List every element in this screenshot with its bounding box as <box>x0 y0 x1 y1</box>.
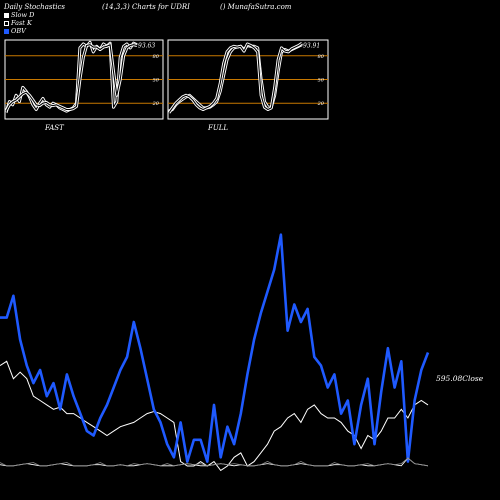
close-line <box>0 360 429 472</box>
legend-label-obv: OBV <box>11 27 26 35</box>
fast-y-tick-label: 20 <box>152 101 160 107</box>
legend-item-fast-k: Fast K <box>4 19 34 27</box>
chart-header-center: (14,3,3) Charts for UDRI <box>102 3 190 11</box>
legend-item-slow-d: Slow D <box>4 11 34 19</box>
fast-y-tick-label: 50 <box>153 78 160 84</box>
full-series-1-line <box>168 42 303 114</box>
full-y-tick-label: 20 <box>317 101 325 107</box>
fast-last-value-label: 93.63 <box>138 43 155 50</box>
bottom-trace-k <box>0 457 429 467</box>
full-panel-title: FULL <box>207 124 228 132</box>
full-y-tick-label: 50 <box>318 78 325 84</box>
legend-label-fast-k: Fast K <box>11 19 32 27</box>
legend-swatch-slow-d <box>4 12 9 18</box>
full-y-tick-label: 80 <box>318 54 325 60</box>
close-annotation: 595.08Close <box>436 374 484 383</box>
obv-line <box>0 233 430 463</box>
chart-header-left: Daily Stochastics <box>4 3 66 11</box>
legend-swatch-fast-k <box>4 20 9 26</box>
legend-swatch-obv <box>4 28 9 34</box>
fast-y-tick-label: 80 <box>153 54 160 60</box>
fast-series-1-line <box>5 44 138 112</box>
fast-panel-title: FAST <box>44 124 65 132</box>
full-last-value-label: 93.91 <box>303 43 320 50</box>
legend-item-obv: OBV <box>4 27 34 35</box>
chart-legend: Slow D Fast K OBV <box>4 11 34 35</box>
legend-label-slow-d: Slow D <box>11 11 35 19</box>
chart-header-right: () MunafaSutra.com <box>220 3 292 11</box>
